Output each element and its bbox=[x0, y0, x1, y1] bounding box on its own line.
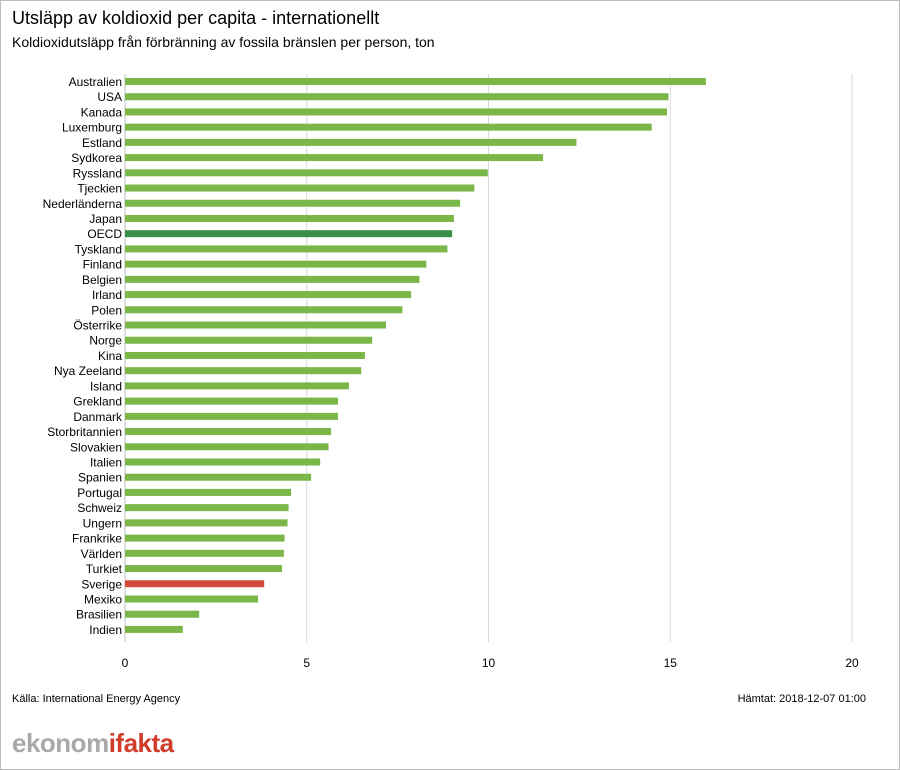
category-label: Mexiko bbox=[84, 592, 122, 606]
bar bbox=[125, 397, 339, 405]
x-tick-label: 20 bbox=[845, 656, 859, 670]
bar bbox=[125, 580, 265, 588]
category-label: Australien bbox=[69, 75, 122, 89]
bar bbox=[125, 123, 652, 131]
category-label: Italien bbox=[90, 456, 122, 470]
category-label: Polen bbox=[91, 303, 122, 317]
bar bbox=[125, 336, 373, 344]
category-label: Belgien bbox=[82, 273, 122, 287]
bar bbox=[125, 184, 475, 192]
bar bbox=[125, 412, 339, 420]
bar bbox=[125, 230, 453, 238]
bar bbox=[125, 549, 284, 557]
category-label: Sverige bbox=[81, 577, 122, 591]
bar bbox=[125, 519, 288, 527]
category-label: Sydkorea bbox=[71, 151, 122, 165]
retrieved-timestamp: Hämtat: 2018-12-07 01:00 bbox=[737, 693, 866, 705]
category-label: Brasilien bbox=[76, 608, 122, 622]
x-tick-label: 10 bbox=[482, 656, 496, 670]
bar bbox=[125, 291, 412, 299]
category-label: Tyskland bbox=[75, 242, 122, 256]
category-label: Japan bbox=[89, 212, 122, 226]
category-label: Nederländerna bbox=[43, 197, 123, 211]
category-label: Ungern bbox=[83, 516, 122, 530]
category-label: Världen bbox=[81, 547, 122, 561]
bar bbox=[125, 534, 285, 542]
category-label: Kanada bbox=[81, 105, 123, 119]
category-label: Frankrike bbox=[72, 532, 122, 546]
category-label: Ryssland bbox=[73, 166, 122, 180]
bar bbox=[125, 382, 349, 390]
bar bbox=[125, 610, 200, 618]
x-tick-label: 5 bbox=[303, 656, 310, 670]
bar bbox=[125, 321, 386, 329]
x-tick-label: 0 bbox=[122, 656, 129, 670]
category-label: USA bbox=[97, 90, 122, 104]
category-label: Grekland bbox=[73, 395, 122, 409]
bar bbox=[125, 625, 183, 633]
bar bbox=[125, 443, 329, 451]
category-label: Island bbox=[90, 379, 122, 393]
category-label: Danmark bbox=[73, 410, 123, 424]
bar bbox=[125, 367, 362, 375]
ekonomifakta-logo[interactable]: ekonomifakta bbox=[12, 728, 174, 758]
bar bbox=[125, 473, 312, 481]
bar bbox=[125, 78, 706, 85]
bar bbox=[125, 169, 488, 177]
bar bbox=[125, 306, 403, 314]
bar bbox=[125, 595, 259, 603]
source-text: Källa: International Energy Agency bbox=[12, 693, 181, 705]
bar bbox=[125, 260, 427, 268]
category-label: Indien bbox=[89, 623, 122, 637]
bar bbox=[125, 428, 332, 436]
bar bbox=[125, 565, 283, 573]
bar bbox=[125, 245, 448, 253]
bar bbox=[125, 199, 461, 207]
chart-subtitle: Koldioxidutsläpp från förbränning av fos… bbox=[12, 34, 435, 50]
category-label: Kina bbox=[98, 349, 122, 363]
bar bbox=[125, 214, 454, 222]
bar bbox=[125, 138, 577, 146]
category-label: Estland bbox=[82, 136, 122, 150]
bar bbox=[125, 488, 292, 496]
category-label: OECD bbox=[87, 227, 122, 241]
bar bbox=[125, 351, 365, 359]
x-tick-label: 15 bbox=[664, 656, 678, 670]
category-label: Finland bbox=[83, 258, 122, 272]
category-label: Irland bbox=[92, 288, 122, 302]
category-label: Portugal bbox=[77, 486, 122, 500]
bar bbox=[125, 93, 669, 101]
bar bbox=[125, 154, 544, 162]
category-label: Turkiet bbox=[86, 562, 123, 576]
category-label: Luxemburg bbox=[62, 121, 122, 135]
category-label: Tjeckien bbox=[77, 182, 122, 196]
bar bbox=[125, 458, 321, 466]
bar bbox=[125, 108, 667, 116]
category-label: Nya Zeeland bbox=[54, 364, 122, 378]
bar bbox=[125, 275, 420, 283]
category-label: Storbritannien bbox=[47, 425, 122, 439]
bar bbox=[125, 504, 289, 512]
category-label: Slovakien bbox=[70, 440, 122, 454]
chart-title: Utsläpp av koldioxid per capita - intern… bbox=[12, 8, 380, 28]
category-label: Spanien bbox=[78, 471, 122, 485]
category-label: Schweiz bbox=[77, 501, 122, 515]
category-label: Norge bbox=[89, 334, 122, 348]
category-label: Österrike bbox=[73, 319, 122, 333]
